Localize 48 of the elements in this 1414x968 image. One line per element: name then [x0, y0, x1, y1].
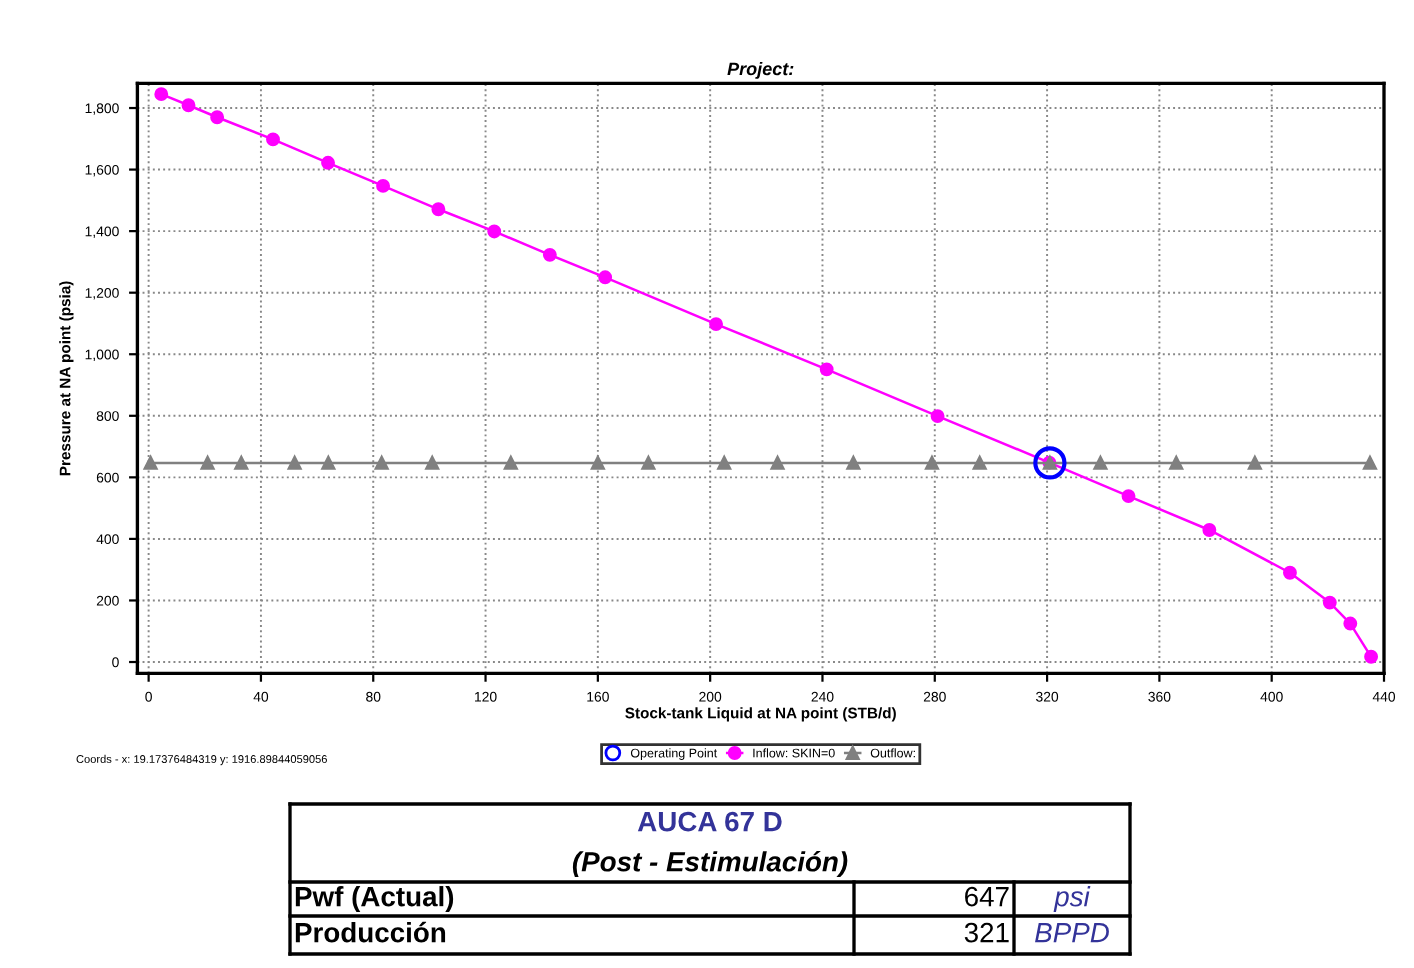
- point: [930, 409, 945, 424]
- chart-title: Project:: [727, 61, 794, 79]
- point: [487, 224, 502, 239]
- point: [321, 455, 336, 470]
- point: [590, 455, 605, 470]
- point: [1121, 489, 1136, 504]
- point: [425, 455, 440, 470]
- point: [819, 362, 834, 377]
- point: [234, 455, 249, 470]
- point: [503, 455, 518, 470]
- point: [717, 455, 732, 470]
- text: Pwf (Actual): [295, 886, 454, 912]
- text: psi: [1053, 886, 1091, 912]
- point: [376, 178, 391, 193]
- point: [1093, 455, 1108, 470]
- point: [1363, 455, 1377, 470]
- point: [1202, 523, 1217, 537]
- point: [1343, 616, 1358, 631]
- text: Producción: [295, 921, 446, 943]
- point: [1364, 649, 1379, 664]
- point: [598, 270, 613, 285]
- point: [287, 455, 302, 470]
- text: 321: [964, 922, 1009, 943]
- point: [374, 455, 389, 470]
- point: [709, 317, 723, 332]
- point: [200, 455, 215, 470]
- point: [1283, 565, 1297, 580]
- text: 647: [965, 886, 1009, 907]
- point: [266, 132, 280, 147]
- text: (Post - Estimulación): [572, 850, 848, 878]
- point: [321, 155, 335, 170]
- text: BPPD: [1035, 923, 1109, 943]
- point: [1322, 595, 1337, 610]
- point: [972, 455, 987, 470]
- point: [1169, 455, 1184, 470]
- point: [154, 87, 169, 102]
- point: [542, 247, 557, 262]
- point: [143, 455, 158, 470]
- point: [925, 455, 939, 470]
- point: [770, 455, 785, 470]
- point: [181, 98, 196, 113]
- point: [846, 455, 861, 470]
- point: [431, 202, 446, 217]
- point: [210, 110, 225, 125]
- point: [641, 455, 656, 470]
- point: [1033, 446, 1067, 480]
- text: AUCA 67 D: [637, 811, 782, 832]
- point: [1247, 455, 1262, 470]
